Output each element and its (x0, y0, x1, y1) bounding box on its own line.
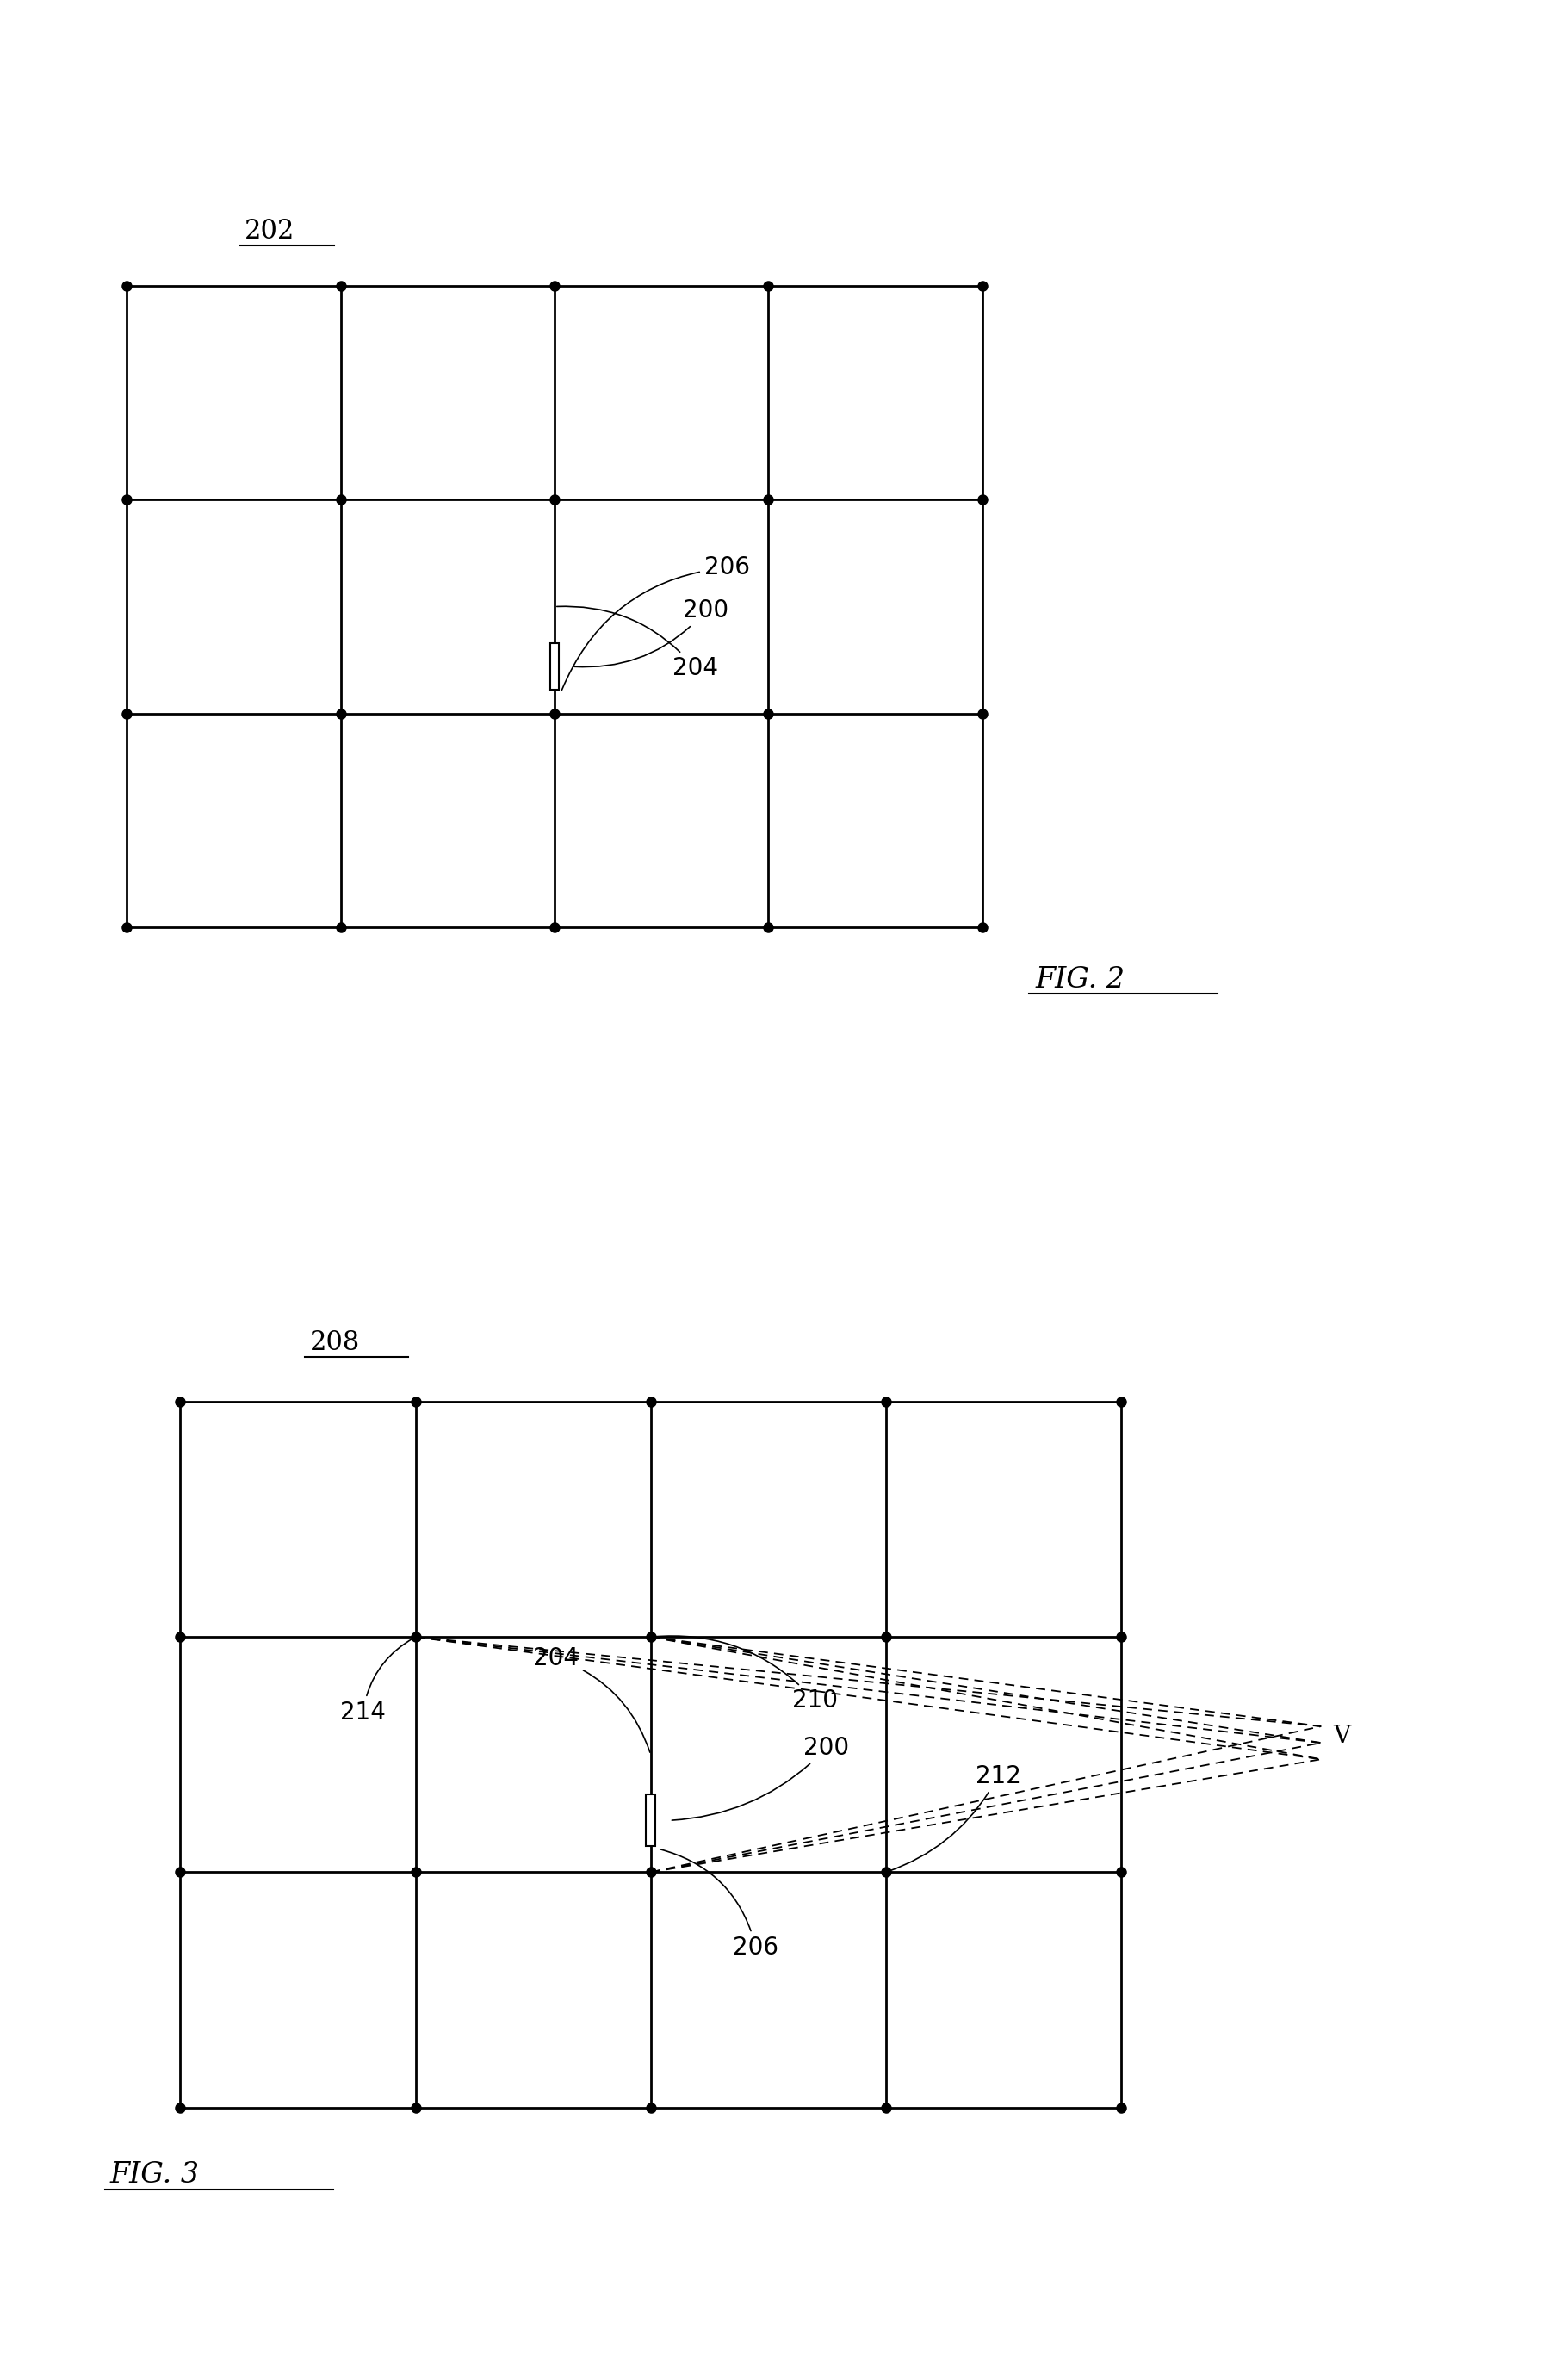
Text: 204: 204 (533, 1646, 651, 1753)
Text: 204: 204 (557, 607, 718, 680)
Text: 212: 212 (887, 1763, 1021, 1872)
Text: 206: 206 (561, 557, 750, 690)
Text: 208: 208 (309, 1330, 359, 1356)
Bar (550, 642, 558, 690)
Bar (646, 1794, 655, 1846)
Text: FIG. 3: FIG. 3 (110, 2160, 199, 2189)
Text: V: V (1333, 1725, 1350, 1749)
Text: FIG. 2: FIG. 2 (1035, 966, 1126, 994)
Text: 200: 200 (673, 1737, 850, 1820)
Text: 200: 200 (574, 600, 729, 666)
Text: 202: 202 (245, 219, 295, 245)
Text: 210: 210 (654, 1637, 837, 1713)
Text: 214: 214 (340, 1639, 414, 1725)
Text: 206: 206 (660, 1848, 779, 1960)
